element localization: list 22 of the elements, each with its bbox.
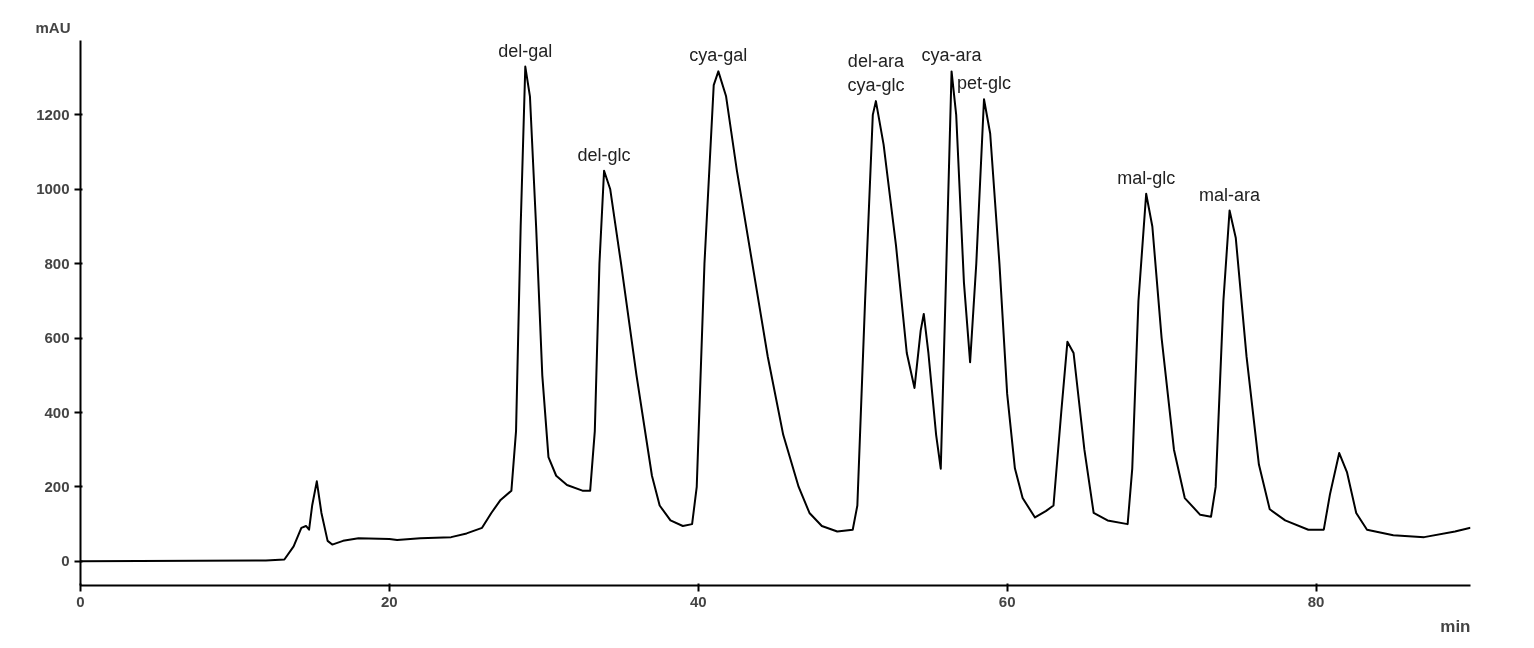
annotation: del-glc bbox=[577, 144, 631, 165]
x-tick-label: 60 bbox=[998, 592, 1016, 610]
x-axis-title: min bbox=[1440, 616, 1471, 636]
y-tick-label: 800 bbox=[44, 254, 70, 272]
y-axis-title: mAU bbox=[35, 18, 71, 36]
y-tick-label: 200 bbox=[44, 477, 70, 495]
y-tick-label: 400 bbox=[44, 403, 70, 421]
x-tick-label: 40 bbox=[689, 592, 707, 610]
x-tick-label: 20 bbox=[381, 592, 398, 610]
annotation: mal-ara bbox=[1199, 184, 1262, 205]
annotation: pet-glc bbox=[956, 73, 1012, 94]
annotation: cya-gal bbox=[689, 45, 748, 66]
annotation: del-gal bbox=[498, 40, 553, 61]
x-tick-label: 80 bbox=[1307, 592, 1325, 610]
y-tick-label: 1000 bbox=[36, 180, 70, 198]
annotation: mal-glc bbox=[1117, 167, 1176, 188]
y-tick-label: 0 bbox=[61, 552, 70, 570]
y-tick-label: 1200 bbox=[36, 105, 70, 123]
annotation: cya-ara bbox=[921, 45, 983, 66]
annotation: del-ara cya-glc bbox=[847, 51, 905, 96]
y-tick-label: 600 bbox=[44, 329, 70, 347]
x-tick-label: 0 bbox=[76, 592, 85, 610]
